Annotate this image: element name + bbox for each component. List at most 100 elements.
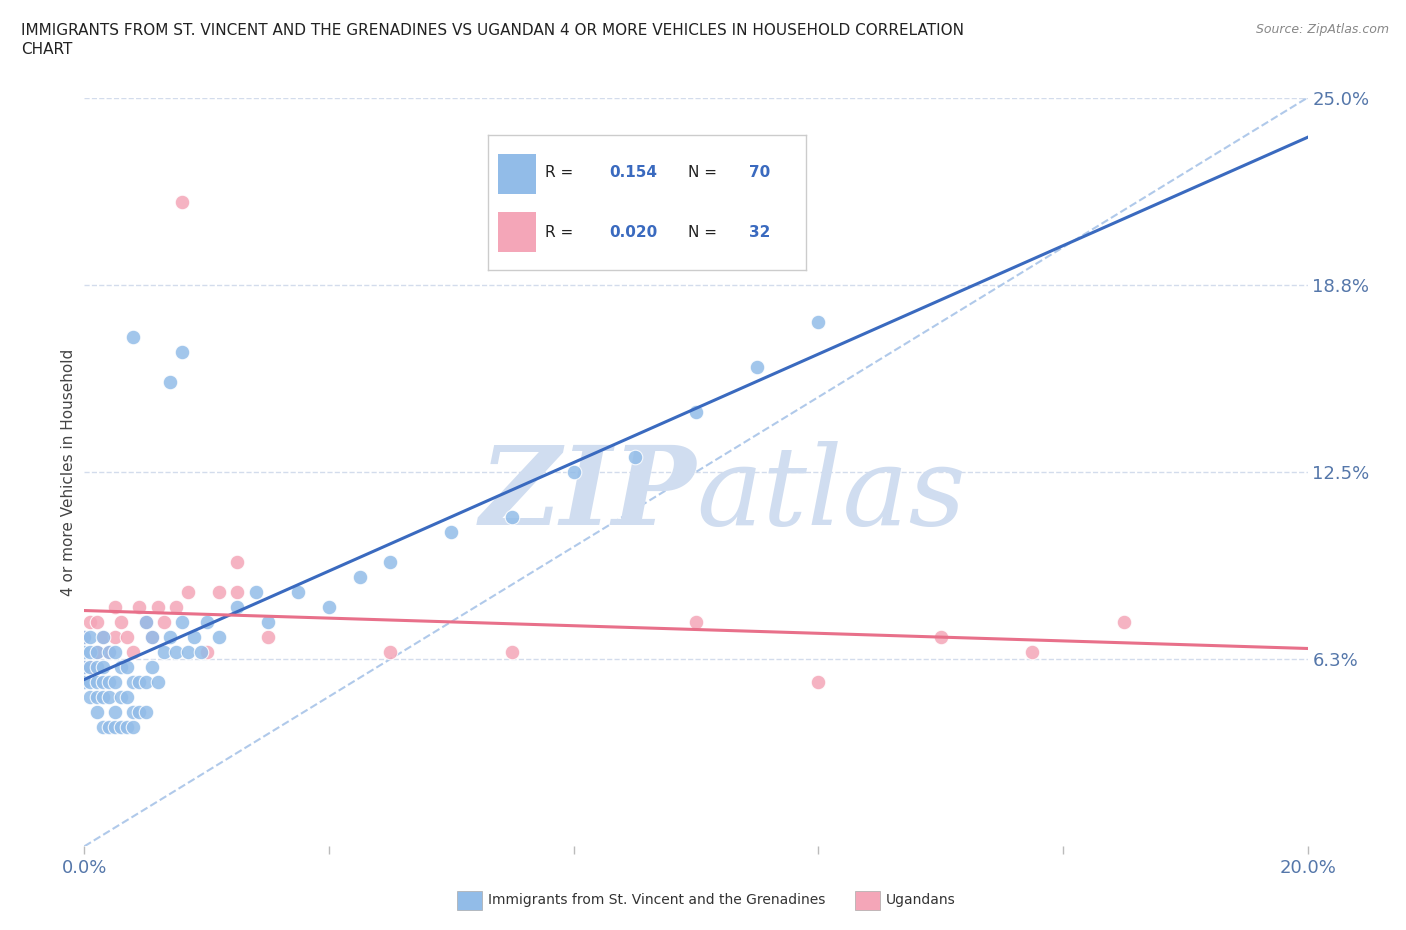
Point [104,719,127,734]
Point [226,599,249,614]
Point [226,584,249,599]
Point [195,644,218,659]
Point [380,554,402,569]
Point [177,644,200,659]
Point [257,615,280,630]
Point [257,630,280,644]
Point [91,719,114,734]
Y-axis label: 4 or more Vehicles in Household: 4 or more Vehicles in Household [60,349,76,595]
Point [141,630,163,644]
Point [104,599,127,614]
Point [245,584,267,599]
Point [135,615,157,630]
Point [685,405,707,419]
Point [86,615,108,630]
Point [115,659,138,674]
Point [97,719,120,734]
Point [91,630,114,644]
Point [195,615,218,630]
Point [807,315,830,330]
Point [79,674,101,689]
Point [91,659,114,674]
Text: ZIP: ZIP [479,441,696,548]
Point [172,345,194,360]
Point [97,674,120,689]
Point [86,659,108,674]
Point [208,584,231,599]
Text: IMMIGRANTS FROM ST. VINCENT AND THE GRENADINES VS UGANDAN 4 OR MORE VEHICLES IN : IMMIGRANTS FROM ST. VINCENT AND THE GREN… [21,23,965,38]
Text: CHART: CHART [21,42,73,57]
Point [73,674,96,689]
Point [79,615,101,630]
Point [380,644,402,659]
Point [104,644,127,659]
Point [440,525,463,539]
Point [73,659,96,674]
Point [128,599,150,614]
Text: Immigrants from St. Vincent and the Grenadines: Immigrants from St. Vincent and the Gren… [488,893,825,908]
Point [91,674,114,689]
Point [115,630,138,644]
Point [73,644,96,659]
Point [807,674,830,689]
Point [79,659,101,674]
Point [115,719,138,734]
Point [79,644,101,659]
Point [562,465,585,480]
Point [208,630,231,644]
Point [73,659,96,674]
Point [115,689,138,704]
Point [79,659,101,674]
Point [110,719,132,734]
Point [135,615,157,630]
Point [318,599,340,614]
Point [177,584,200,599]
Point [73,630,96,644]
Point [159,630,181,644]
Point [110,659,132,674]
Point [122,644,145,659]
Point [1021,644,1043,659]
Point [86,704,108,719]
Point [183,630,205,644]
Point [502,510,524,525]
Point [287,584,309,599]
Point [110,615,132,630]
Point [172,195,194,210]
Point [122,704,145,719]
Point [110,689,132,704]
Point [97,689,120,704]
Point [79,630,101,644]
Point [135,674,157,689]
Point [86,644,108,659]
Point [128,674,150,689]
Point [128,704,150,719]
Point [141,630,163,644]
Point [104,674,127,689]
Point [153,615,176,630]
Text: Source: ZipAtlas.com: Source: ZipAtlas.com [1256,23,1389,36]
Text: Ugandans: Ugandans [886,893,956,908]
Point [1114,615,1136,630]
Text: atlas: atlas [696,441,966,548]
Point [91,630,114,644]
Point [685,615,707,630]
Point [79,689,101,704]
Point [86,644,108,659]
Point [104,704,127,719]
Point [104,630,127,644]
Point [502,644,524,659]
Point [91,689,114,704]
Point [73,630,96,644]
Point [122,719,145,734]
Point [172,615,194,630]
Point [122,330,145,345]
Point [97,644,120,659]
Point [86,689,108,704]
Point [86,674,108,689]
Point [190,644,212,659]
Point [146,674,169,689]
Point [165,599,187,614]
Point [165,644,187,659]
Point [135,704,157,719]
